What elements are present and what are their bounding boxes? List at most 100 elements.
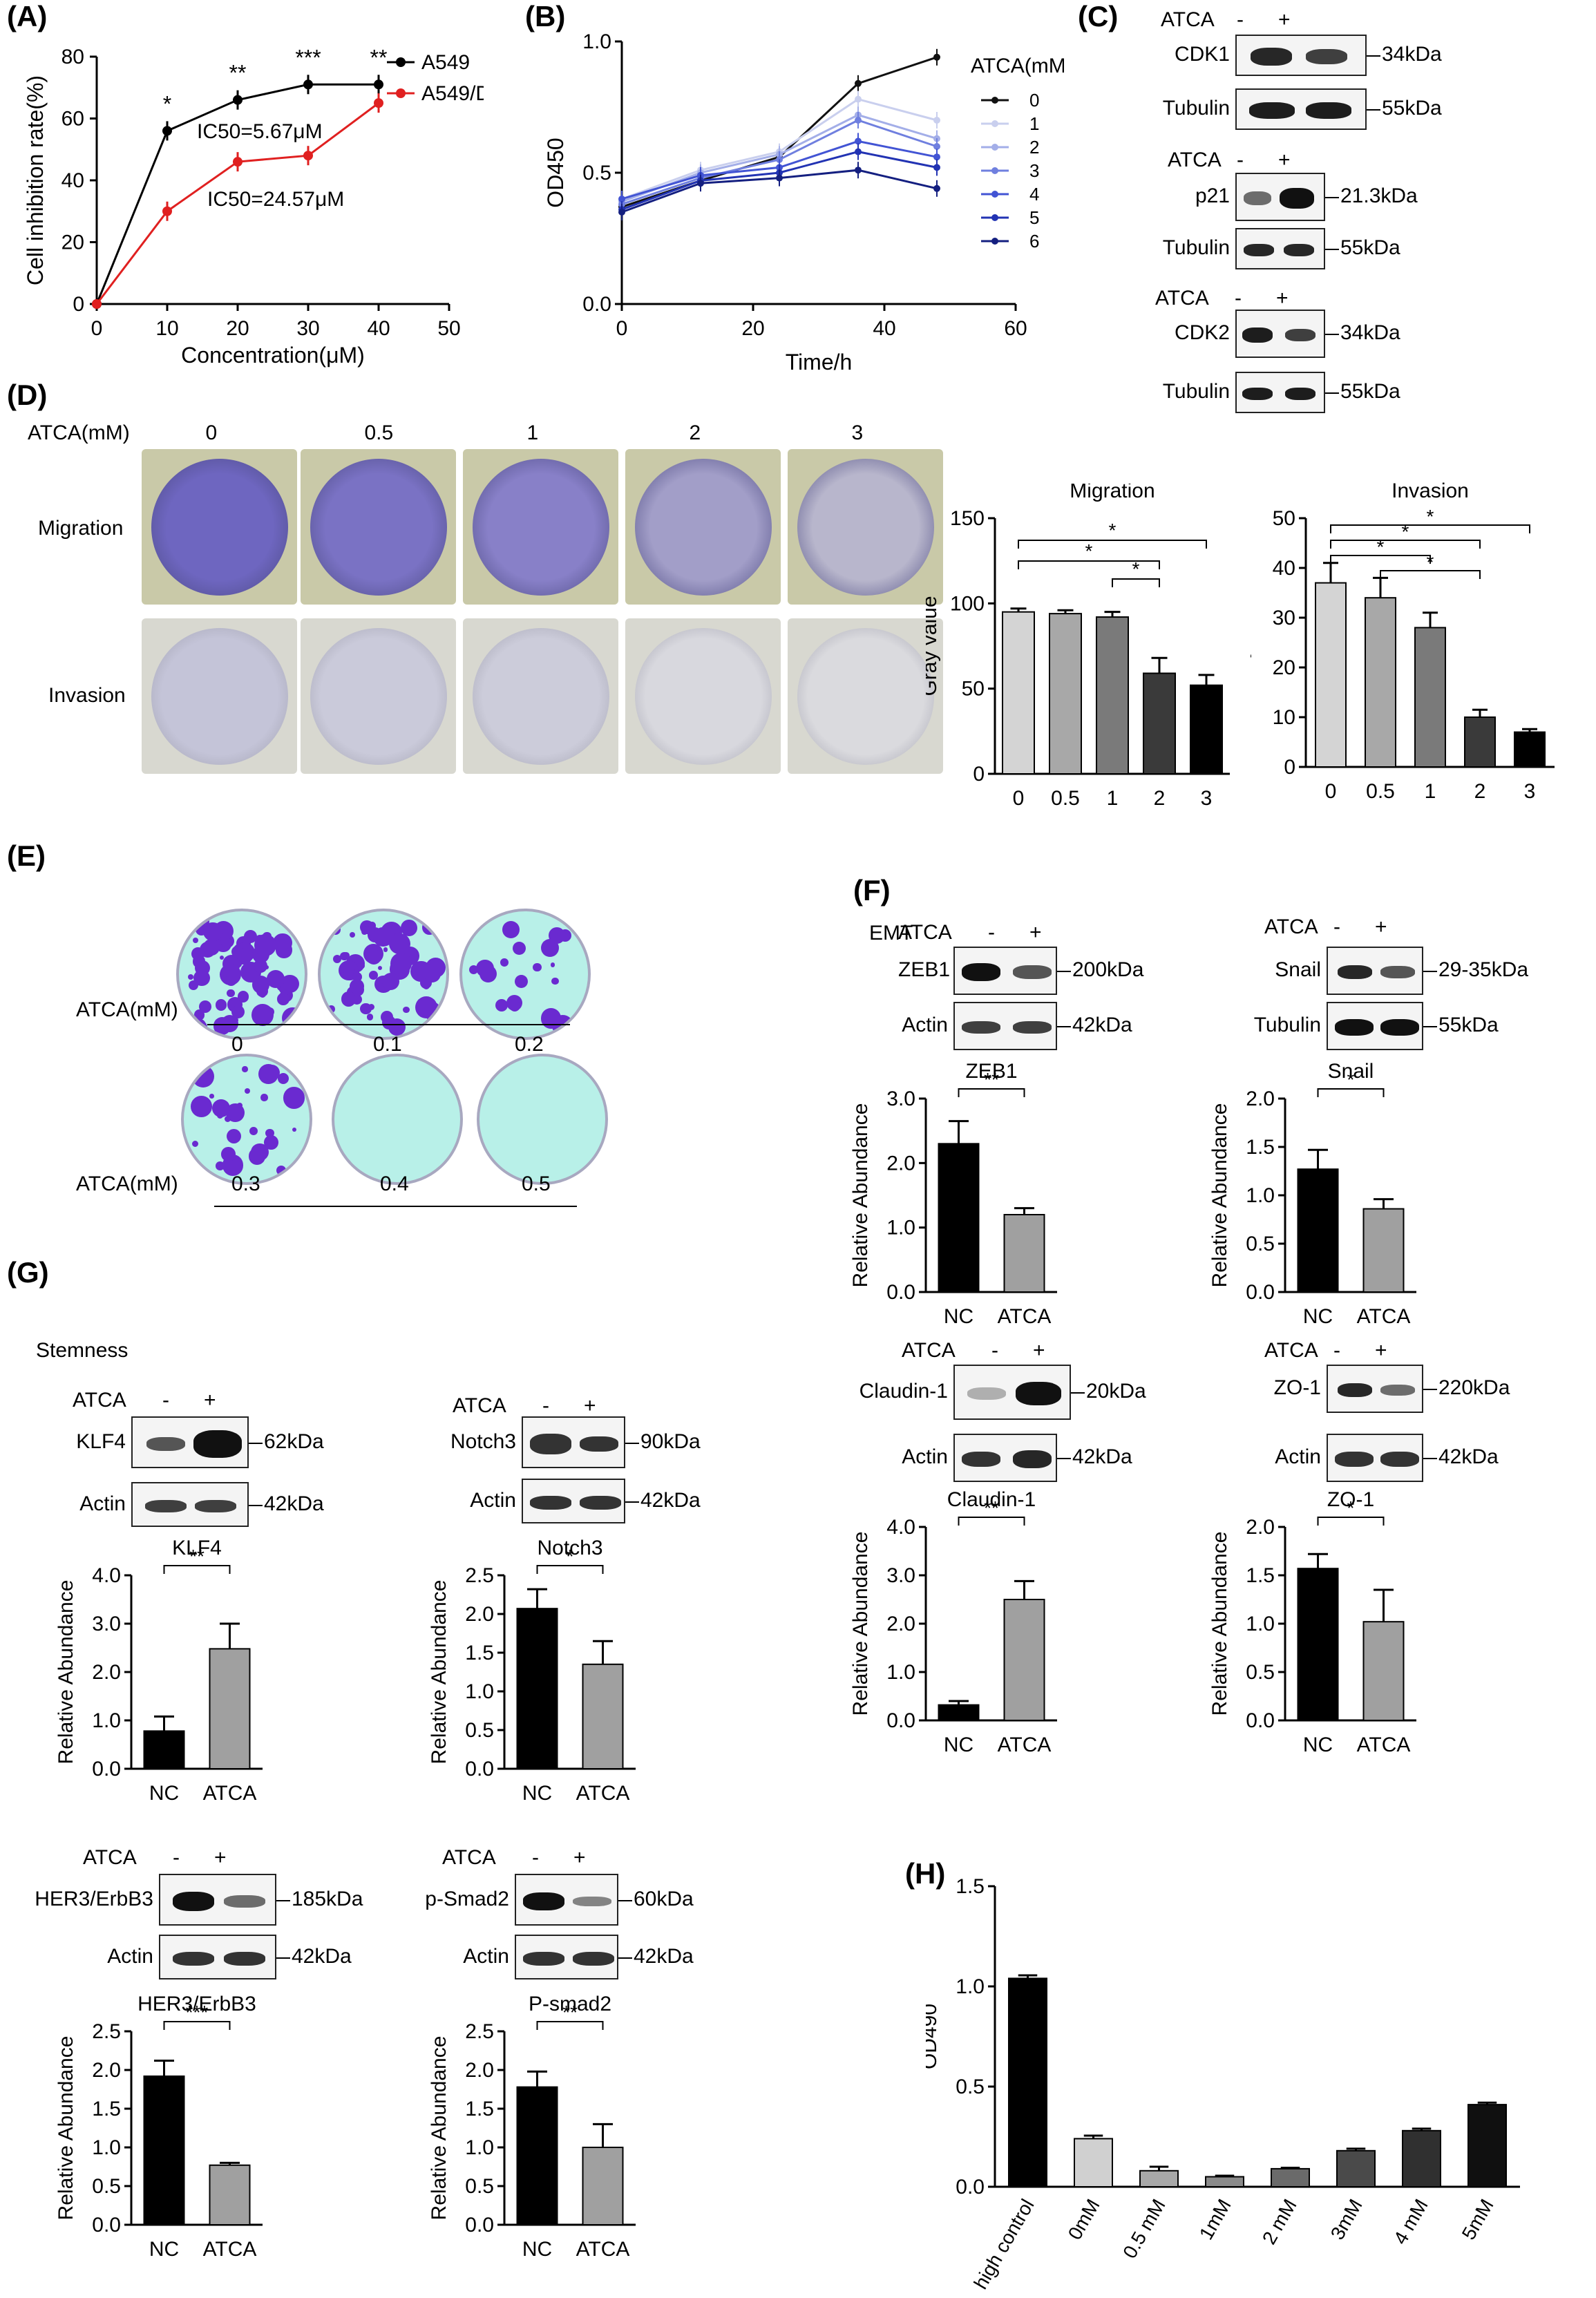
data-point <box>303 79 313 90</box>
colony <box>273 933 293 953</box>
colony <box>221 1147 236 1162</box>
atca-plus: + <box>1375 1339 1387 1362</box>
kda-label: 42kDa <box>264 1492 324 1515</box>
atca-label: ATCA <box>1168 149 1222 171</box>
y-tick-label: 30 <box>1273 607 1295 629</box>
zo1-bar-chart: 0.0 0.5 1.0 1.5 2.0 NC ATCA ZO-1 Relative Abunda… <box>1208 1488 1416 1756</box>
blot-box <box>953 947 1057 995</box>
invasion-bar-chart: 0 10 20 30 40 50 0 0.5 1 2 3 Invasion Gray value * * * * <box>1251 479 1555 803</box>
blot-label: Actin <box>1275 1445 1321 1468</box>
chart-title: P-smad2 <box>529 1993 611 2015</box>
blot-label: CDK2 <box>1174 321 1230 344</box>
y-axis-label: Relative Abundance <box>428 2036 450 2221</box>
blot-band <box>1380 1452 1419 1467</box>
kda-label: 42kDa <box>1438 1445 1499 1468</box>
blot-box <box>953 1002 1057 1050</box>
kda-marker-line <box>276 1899 290 1901</box>
atca-plus: + <box>584 1394 596 1417</box>
stemness-heading: Stemness <box>36 1339 129 1362</box>
data-point <box>618 209 625 216</box>
legend-label: A549 <box>421 51 470 74</box>
colony <box>330 924 341 935</box>
kda-label: 55kDa <box>1438 1014 1499 1036</box>
colony <box>216 1161 225 1170</box>
colony <box>369 971 378 980</box>
migration-bar-chart: 0 50 100 150 0 0.5 1 2 3 Migration Gray value * * * <box>926 484 1230 810</box>
blot-label: Tubulin <box>1162 97 1230 120</box>
blot-band <box>145 1499 187 1512</box>
well-stain <box>634 458 772 596</box>
blot-band <box>1244 191 1271 205</box>
atca-plus: + <box>1278 8 1291 31</box>
category-label: 0 <box>1325 780 1337 803</box>
well-stain <box>797 627 934 765</box>
blot-label: Claudin-1 <box>859 1380 948 1403</box>
kda-marker-line <box>1057 971 1071 972</box>
panel-label-h: (H) <box>905 1857 946 1890</box>
significance-bracket <box>1018 540 1207 549</box>
colony <box>551 977 559 985</box>
kda-marker-line <box>1325 334 1339 335</box>
well-stain <box>634 627 772 765</box>
x-tick-label: 0 <box>616 317 628 340</box>
data-point <box>92 299 102 309</box>
colony <box>500 958 509 967</box>
atca-minus: - <box>1237 8 1244 31</box>
y-tick-label: 4.0 <box>886 1516 915 1539</box>
blot-label: Notch3 <box>450 1430 516 1453</box>
bar <box>209 1648 251 1769</box>
atca-plus: + <box>214 1846 227 1869</box>
conc-column-label: 1 <box>526 421 539 444</box>
legend-label: 5 <box>1029 207 1039 228</box>
bar <box>1143 672 1176 775</box>
legend-marker <box>991 167 998 174</box>
chart-title: Claudin-1 <box>947 1488 1036 1511</box>
blot-label: Actin <box>902 1014 948 1036</box>
colony <box>283 1087 305 1109</box>
kda-marker-line <box>1423 971 1437 972</box>
bar <box>1365 597 1396 768</box>
y-axis-label: Relative Abundance <box>428 1580 450 1765</box>
colony <box>224 967 229 972</box>
conc-label: 0.2 <box>515 1033 544 1056</box>
colony <box>366 1014 374 1021</box>
x-tick-label: 20 <box>226 317 249 340</box>
significance-star: *** <box>295 45 321 70</box>
x-tick-label: 60 <box>1004 317 1027 340</box>
blot-band <box>224 1951 265 1966</box>
blot-box <box>1327 947 1423 995</box>
colony <box>193 937 199 944</box>
row-label-invasion: Invasion <box>48 684 126 707</box>
y-tick-label: 20 <box>1273 656 1295 679</box>
colony <box>263 1065 280 1081</box>
colony-dish <box>459 909 591 1040</box>
kda-marker-line <box>1057 1458 1071 1459</box>
conc-label: 0 <box>231 1033 243 1056</box>
colony <box>227 989 235 998</box>
colony <box>469 965 479 974</box>
blot-box <box>159 1874 276 1926</box>
conc-label: 0.4 <box>380 1172 409 1195</box>
category-label: ATCA <box>576 1782 630 1805</box>
colony <box>390 953 412 975</box>
y-tick-label: 0.0 <box>92 2214 121 2237</box>
colony <box>194 960 211 976</box>
colony <box>193 1009 205 1020</box>
snail-bar-chart: 0.0 0.5 1.0 1.5 2.0 NC ATCA Snail Relative Abund… <box>1208 1060 1416 1328</box>
y-tick-label: 50 <box>962 678 985 701</box>
blot-label: Tubulin <box>1162 236 1230 259</box>
category-label: ATCA <box>998 1305 1052 1328</box>
colony <box>220 1014 238 1032</box>
blot-band <box>1242 388 1273 400</box>
blot-band <box>1242 327 1273 343</box>
conc-column-label: 0.5 <box>364 421 394 444</box>
kda-label: 62kDa <box>264 1430 324 1453</box>
emt-heading: EMT <box>869 922 913 944</box>
chart-title: KLF4 <box>172 1537 222 1559</box>
well-stain <box>151 627 288 765</box>
blot-band <box>530 1495 571 1510</box>
category-label: 0mM <box>1064 2196 1104 2243</box>
y-tick-label: 2.0 <box>1246 1516 1275 1539</box>
blot-band <box>146 1436 185 1451</box>
colony <box>540 1008 562 1029</box>
